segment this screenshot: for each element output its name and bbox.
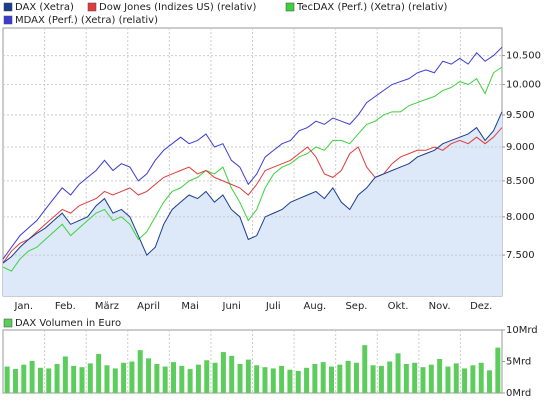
x-tick-label: Okt. <box>388 301 409 312</box>
legend-label: MDAX (Perf.) (Xetra) (relativ) <box>15 15 158 26</box>
y-tick-label: 7.500 <box>506 250 535 261</box>
volume-bar <box>287 369 293 393</box>
volume-bar <box>129 361 135 393</box>
x-tick-label: Nov. <box>429 301 451 312</box>
y-tick-label: 8.000 <box>506 212 535 223</box>
volume-bar <box>179 365 185 393</box>
x-tick-label: Aug. <box>304 301 327 312</box>
x-tick-label: Sep. <box>345 301 367 312</box>
volume-bar <box>270 368 276 393</box>
volume-bar <box>79 367 85 393</box>
volume-bar <box>428 364 434 393</box>
x-tick-label: Feb. <box>55 301 76 312</box>
x-tick-label: Dez. <box>470 301 492 312</box>
volume-bar <box>121 362 127 393</box>
volume-bar <box>137 350 143 393</box>
y-tick-label: 8.500 <box>506 176 535 187</box>
volume-bar <box>412 362 418 393</box>
volume-bar <box>12 369 18 393</box>
legend-swatch <box>3 15 13 25</box>
volume-bar <box>87 363 93 393</box>
volume-bar <box>320 362 326 393</box>
legend-label: TecDAX (Perf.) (Xetra) (relativ) <box>296 2 448 13</box>
y-tick-label: 9.500 <box>506 110 535 121</box>
legend-swatch <box>3 318 13 328</box>
volume-bar <box>487 370 493 393</box>
y-tick-label: 10.500 <box>506 51 541 62</box>
volume-bar <box>162 366 168 393</box>
volume-bar <box>195 364 201 393</box>
volume-bar <box>29 360 35 393</box>
volume-bar <box>4 366 10 393</box>
y-tick-label: 0Mrd <box>506 388 531 399</box>
volume-bar <box>262 367 268 393</box>
y-tick-label: 5Mrd <box>506 357 531 368</box>
volume-bar <box>204 360 210 393</box>
area <box>3 111 502 297</box>
volume-bar <box>420 367 426 393</box>
volume-bar <box>462 368 468 393</box>
volume-bar <box>437 358 443 393</box>
volume-bar <box>187 369 193 393</box>
volume-bar <box>470 365 476 393</box>
x-tick-label: April <box>137 301 160 312</box>
volume-bar <box>237 364 243 393</box>
volume-bar <box>453 363 459 393</box>
legend-label: Dow Jones (Indizes US) (relativ) <box>99 2 256 13</box>
volume-bar <box>478 362 484 393</box>
legend-label: DAX (Xetra) <box>15 2 74 13</box>
volume-bar <box>403 364 409 393</box>
volume-bar <box>245 359 251 393</box>
volume-bar <box>445 366 451 393</box>
legend-label: DAX Volumen in Euro <box>15 318 121 329</box>
x-tick-label: Jan. <box>13 301 33 312</box>
volume-bar <box>353 362 359 393</box>
volume-bar <box>229 355 235 393</box>
volume-bar <box>170 362 176 393</box>
volume-bar <box>312 364 318 393</box>
volume-bar <box>279 365 285 393</box>
y-tick-label: 9.000 <box>506 142 535 153</box>
volume-bar <box>54 364 60 393</box>
y-tick-label: 10.000 <box>506 80 541 91</box>
legend-swatch <box>285 2 295 12</box>
volume-bar <box>154 364 160 393</box>
volume-bar <box>304 367 310 393</box>
volume-bar <box>387 361 393 393</box>
volume-bar <box>71 365 77 393</box>
volume-bar <box>212 362 218 393</box>
volume-bar <box>395 353 401 393</box>
x-tick-label: März <box>95 301 119 312</box>
volume-bar <box>112 368 118 393</box>
volume-bar <box>46 368 52 393</box>
volume-bar <box>220 352 226 393</box>
line <box>2 66 503 272</box>
volume-bar <box>62 356 68 393</box>
legend-swatch <box>87 2 97 12</box>
line <box>2 111 503 264</box>
volume-bar <box>254 365 260 393</box>
volume-bar <box>345 360 351 393</box>
volume-bar <box>495 347 501 393</box>
x-tick-label: Juni <box>222 301 241 312</box>
x-tick-label: Juli <box>265 301 281 312</box>
y-tick-label: 10Mrd <box>506 325 538 336</box>
volume-bar <box>329 366 335 393</box>
volume-bar <box>378 365 384 393</box>
volume-bar <box>370 365 376 393</box>
volume-bar <box>96 353 102 393</box>
x-tick-label: Mai <box>181 301 199 312</box>
volume-bar <box>104 365 110 393</box>
line <box>2 46 503 260</box>
volume-bar <box>146 358 152 393</box>
legend-swatch <box>3 2 13 12</box>
volume-bar <box>295 370 301 393</box>
line <box>2 127 503 264</box>
volume-bar <box>21 364 27 393</box>
volume-bar <box>37 367 43 393</box>
volume-bar <box>362 345 368 393</box>
volume-bar <box>337 364 343 393</box>
